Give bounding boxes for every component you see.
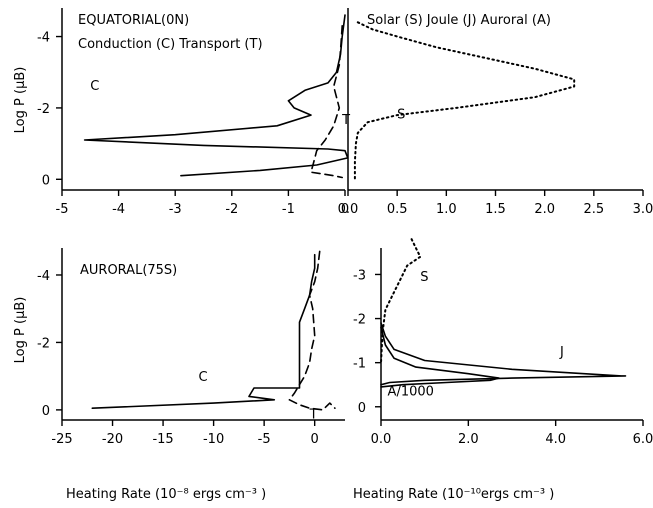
y-ticks: -4 -2 0 xyxy=(37,31,62,188)
x-tick-label: 0 xyxy=(311,432,319,447)
curve-label: A/1000 xyxy=(388,385,434,400)
annotation-layer: CT xyxy=(198,370,317,422)
x-tick-label: -4 xyxy=(112,202,125,217)
x-tick-label: 3.0 xyxy=(633,202,653,217)
x-tick-label: -1 xyxy=(282,202,295,217)
series-layer xyxy=(353,21,576,181)
x-ticks: 0.0 0.5 1.0 1.5 2.0 2.5 3.0 xyxy=(338,190,653,217)
series-line-t xyxy=(288,250,336,411)
x-tick-label: -10 xyxy=(203,432,224,447)
x-tick-label: -25 xyxy=(51,432,72,447)
x-tick-label: 0.0 xyxy=(338,202,359,217)
x-tick-label: 0.5 xyxy=(387,202,408,217)
x-axis-label: Heating Rate (10⁻¹⁰ergs cm⁻³ ) xyxy=(353,487,554,502)
annotation-layer: S J A/1000 xyxy=(388,270,564,400)
series-layer xyxy=(380,238,627,388)
y-tick-label: -2 xyxy=(353,313,366,328)
y-tick-label: -3 xyxy=(353,268,366,283)
series-line-s xyxy=(380,238,422,364)
x-tick-label: 2.0 xyxy=(458,432,479,447)
series-line-t xyxy=(310,24,344,179)
series-line-a-1000 xyxy=(380,326,500,388)
y-axis-label: Log P (µB) xyxy=(13,297,28,364)
curve-label: J xyxy=(559,345,564,360)
panel-auroral-solar-joule-auroral: Heating Rate (10⁻¹⁰ergs cm⁻³ ) 0.0 2.0 4.0… xyxy=(353,238,653,502)
curve-label: S xyxy=(397,108,405,123)
annotation-layer: S xyxy=(397,108,405,123)
x-axis-label: Heating Rate (10⁻⁸ ergs cm⁻³ ) xyxy=(66,487,266,502)
x-ticks: -5 -4 -3 -2 -1 0 xyxy=(56,190,349,217)
x-tick-label: 4.0 xyxy=(545,432,566,447)
x-tick-label: -15 xyxy=(152,432,173,447)
y-tick-label: -1 xyxy=(353,357,366,372)
y-tick-label: 0 xyxy=(42,404,50,419)
y-tick-label: -4 xyxy=(37,31,50,46)
x-tick-label: 2.5 xyxy=(583,202,604,217)
curve-label: C xyxy=(90,79,99,94)
x-tick-label: 1.0 xyxy=(436,202,457,217)
y-ticks: -3 -2 -1 0 xyxy=(353,268,381,416)
panel-title: Solar (S) Joule (J) Auroral (A) xyxy=(367,13,551,28)
x-tick-label: 2.0 xyxy=(534,202,555,217)
y-axis-label: Log P (µB) xyxy=(13,67,28,134)
x-tick-label: 1.5 xyxy=(485,202,506,217)
y-ticks: -4 -2 0 xyxy=(37,269,62,419)
panel-title: AURORAL(75S) xyxy=(80,263,177,278)
x-ticks: 0.0 2.0 4.0 6.0 xyxy=(371,420,653,447)
x-tick-label: -2 xyxy=(225,202,238,217)
series-line-s xyxy=(353,21,576,181)
x-tick-label: 0.0 xyxy=(371,432,392,447)
x-ticks: -25 -20 -15 -10 -5 0 xyxy=(51,420,319,447)
x-tick-label: -3 xyxy=(169,202,182,217)
series-line-j xyxy=(380,322,627,386)
panel-equatorial-conduction-transport: EQUATORIAL(0N) Conduction (C) Transport … xyxy=(13,8,350,217)
series-layer xyxy=(91,250,336,411)
x-tick-label: -5 xyxy=(56,202,69,217)
x-tick-label: -5 xyxy=(258,432,271,447)
annotation-layer: CT xyxy=(90,79,350,128)
y-tick-label: 0 xyxy=(42,173,50,188)
y-tick-label: 0 xyxy=(358,401,366,416)
series-line-c xyxy=(91,253,316,410)
panel-subtitle: Conduction (C) Transport (T) xyxy=(78,37,263,52)
curve-label: T xyxy=(309,407,318,422)
curve-label: S xyxy=(420,270,428,285)
y-tick-label: -4 xyxy=(37,269,50,284)
panel-auroral-conduction-transport: AURORAL(75S) Log P (µB) Heating Rate (10… xyxy=(13,248,345,502)
curve-label: C xyxy=(198,370,207,385)
curve-label: T xyxy=(341,113,350,128)
panel-title: EQUATORIAL(0N) xyxy=(78,13,189,28)
x-tick-label: 6.0 xyxy=(633,432,653,447)
y-tick-label: -2 xyxy=(37,102,50,117)
x-tick-label: -20 xyxy=(102,432,123,447)
y-tick-label: -2 xyxy=(37,336,50,351)
panel-equatorial-solar: Solar (S) Joule (J) Auroral (A) 0.0 0.5 1.… xyxy=(338,8,653,217)
x-tick-label: 0 xyxy=(341,202,349,217)
